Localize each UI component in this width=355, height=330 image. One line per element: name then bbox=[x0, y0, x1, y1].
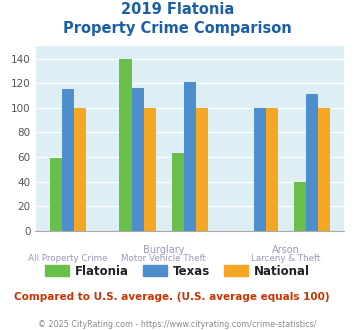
Bar bbox=[294, 182, 306, 231]
Text: All Property Crime: All Property Crime bbox=[28, 254, 108, 263]
Text: 2019 Flatonia: 2019 Flatonia bbox=[121, 2, 234, 16]
Bar bbox=[306, 94, 318, 231]
Bar bbox=[266, 108, 278, 231]
Text: Property Crime Comparison: Property Crime Comparison bbox=[63, 21, 292, 36]
Bar bbox=[50, 158, 62, 231]
Bar bbox=[253, 108, 266, 231]
Text: Arson: Arson bbox=[272, 245, 300, 254]
Bar bbox=[171, 153, 184, 231]
Bar bbox=[131, 88, 144, 231]
Text: Larceny & Theft: Larceny & Theft bbox=[251, 254, 321, 263]
Bar bbox=[119, 58, 131, 231]
Text: © 2025 CityRating.com - https://www.cityrating.com/crime-statistics/: © 2025 CityRating.com - https://www.city… bbox=[38, 320, 317, 329]
Legend: Flatonia, Texas, National: Flatonia, Texas, National bbox=[41, 260, 314, 282]
Text: Burglary: Burglary bbox=[143, 245, 185, 254]
Bar bbox=[196, 108, 208, 231]
Bar bbox=[74, 108, 86, 231]
Bar bbox=[184, 82, 196, 231]
Bar bbox=[62, 89, 74, 231]
Text: Motor Vehicle Theft: Motor Vehicle Theft bbox=[121, 254, 206, 263]
Text: Compared to U.S. average. (U.S. average equals 100): Compared to U.S. average. (U.S. average … bbox=[14, 292, 330, 302]
Bar bbox=[144, 108, 156, 231]
Bar bbox=[318, 108, 330, 231]
